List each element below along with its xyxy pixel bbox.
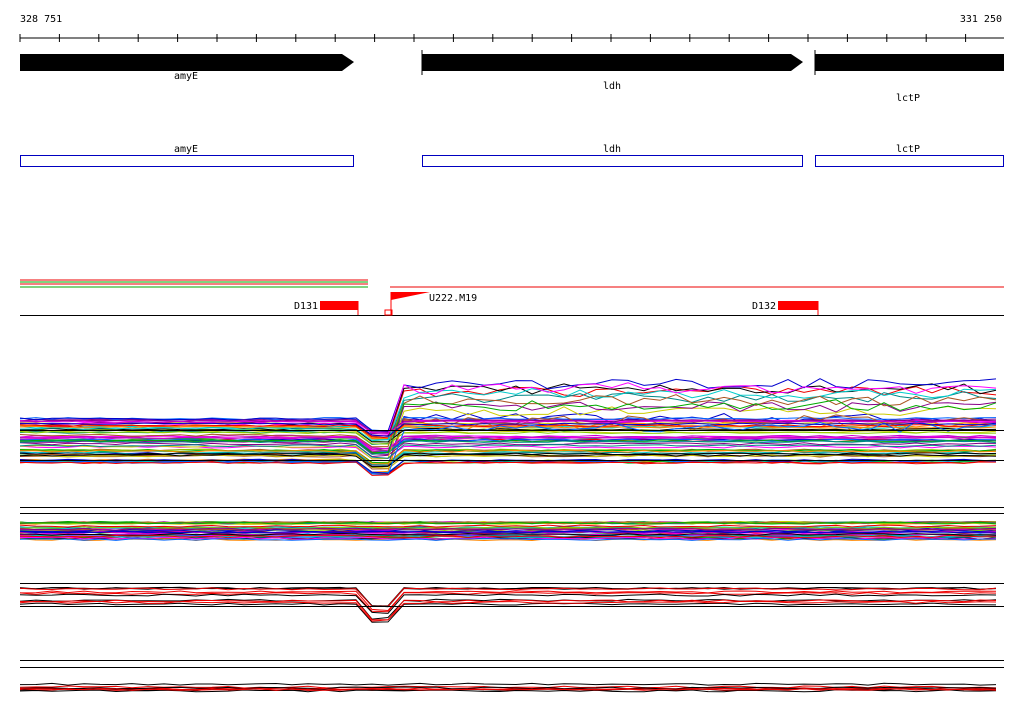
profile-line — [19, 405, 997, 460]
profile-line — [19, 687, 997, 692]
annotation-label: ldh — [603, 144, 621, 155]
feature-label: U222.M19 — [429, 293, 477, 304]
profile-line — [19, 394, 997, 448]
profile-line — [19, 420, 997, 434]
feature-box — [778, 301, 818, 310]
profile-line — [19, 444, 997, 459]
gene-label: ldh — [603, 81, 621, 92]
profile-line — [19, 391, 997, 446]
profile-line — [19, 538, 996, 541]
profile-line — [19, 427, 997, 443]
feature-box — [384, 309, 393, 316]
profile-line — [19, 530, 997, 534]
profile-line — [19, 388, 997, 442]
gene-arrow — [815, 54, 1004, 71]
profile-line — [19, 440, 997, 455]
feature-label: D131 — [294, 301, 318, 312]
ruler-end: 331 250 — [960, 14, 1002, 25]
ruler-ticks — [19, 34, 967, 42]
profile-line — [19, 593, 997, 614]
profile-line — [20, 687, 997, 691]
gene-label: amyE — [174, 71, 198, 82]
profile-tracks — [19, 378, 1004, 693]
profile-line — [19, 399, 997, 453]
profile-line — [19, 461, 997, 476]
profile-line — [19, 686, 997, 690]
profile-line — [19, 602, 997, 623]
profile-line — [19, 598, 997, 620]
ruler-start: 328 751 — [20, 14, 62, 25]
annotation-label: lctP — [896, 144, 920, 155]
profile-line — [19, 533, 997, 536]
profile-line — [20, 449, 997, 465]
profile-line — [19, 382, 997, 436]
profile-line — [19, 586, 997, 607]
profile-line — [19, 436, 997, 450]
profile-line — [19, 689, 997, 693]
profile-line — [19, 524, 997, 528]
profile-line — [19, 431, 997, 445]
profile-line — [19, 534, 996, 538]
profile-line — [19, 521, 997, 525]
annotation-box — [815, 155, 1004, 167]
gene-arrow — [20, 54, 354, 71]
profile-line — [19, 453, 997, 468]
profile-line — [19, 591, 997, 613]
profile-line — [19, 587, 997, 607]
feature-flag — [391, 292, 430, 300]
feature-box — [320, 301, 358, 310]
profile-line — [19, 682, 997, 686]
profile-line — [19, 442, 997, 458]
feature-label: D132 — [752, 301, 776, 312]
profile-line — [19, 416, 997, 432]
profile-line — [19, 527, 997, 531]
profile-line — [19, 422, 997, 437]
profile-line — [19, 599, 997, 621]
gene-label: lctP — [896, 93, 920, 104]
gene-arrow — [422, 54, 803, 71]
profile-line — [19, 378, 997, 432]
profile-line — [19, 435, 997, 451]
annotation-box — [422, 155, 803, 167]
annotation-box — [20, 155, 354, 167]
annotation-label: amyE — [174, 144, 198, 155]
profile-line — [19, 590, 997, 612]
